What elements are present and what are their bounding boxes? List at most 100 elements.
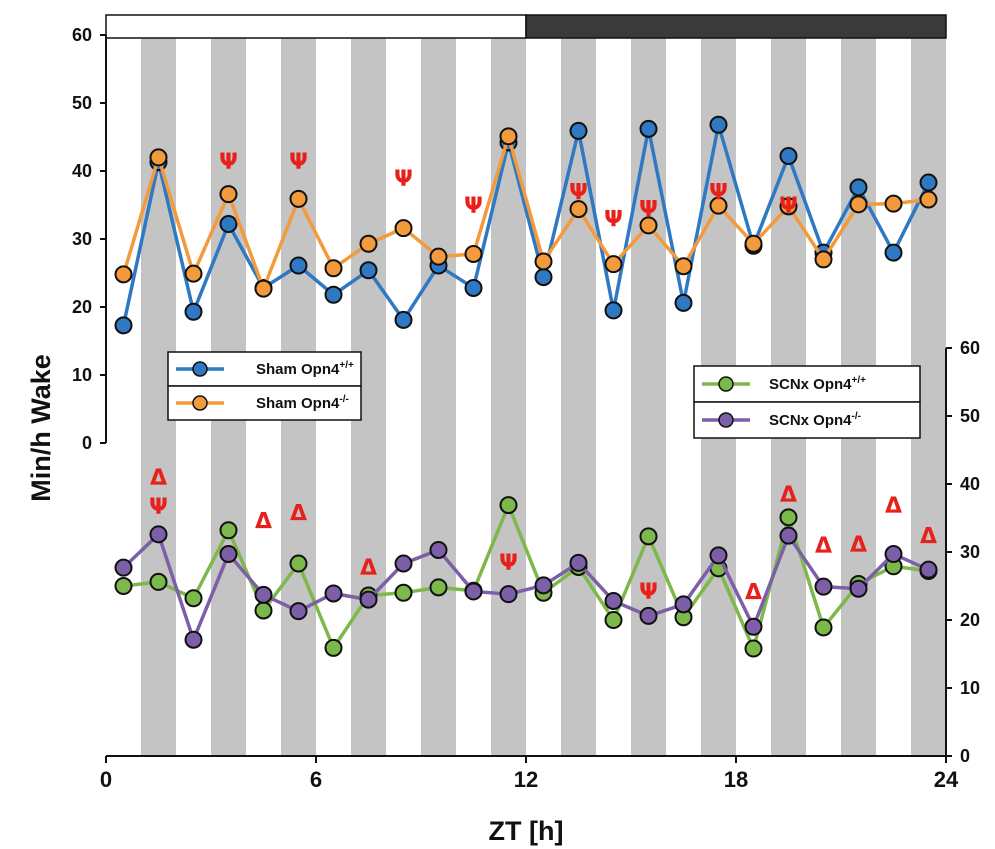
data-point	[114, 265, 133, 284]
gray-band	[631, 38, 666, 756]
significance-mark: Ψ	[464, 194, 483, 219]
significance-mark: Δ	[255, 510, 272, 535]
data-point	[779, 508, 798, 527]
data-point	[674, 595, 693, 614]
top-y-tick-label: 0	[82, 433, 92, 453]
top-y-tick-label: 30	[72, 229, 92, 249]
gray-band	[421, 38, 456, 756]
data-point	[184, 630, 203, 649]
significance-mark: Δ	[850, 533, 867, 558]
top-y-tick-label: 40	[72, 161, 92, 181]
data-point	[674, 257, 693, 276]
data-point	[639, 216, 658, 235]
data-point	[289, 554, 308, 573]
data-point	[744, 234, 763, 253]
x-tick-label: 6	[310, 767, 322, 792]
significance-mark: Ψ	[289, 150, 308, 175]
data-point	[394, 219, 413, 238]
top-y-tick-label: 20	[72, 297, 92, 317]
top-y-tick-label: 50	[72, 93, 92, 113]
data-point	[534, 252, 553, 271]
data-point	[814, 618, 833, 637]
significance-mark: Ψ	[219, 150, 238, 175]
data-point	[639, 606, 658, 625]
data-point	[884, 194, 903, 213]
data-point	[184, 589, 203, 608]
data-point	[429, 247, 448, 266]
data-point	[534, 268, 553, 287]
significance-mark: Δ	[150, 466, 167, 491]
data-point	[219, 185, 238, 204]
data-point	[499, 585, 518, 604]
bottom-y-tick-label: 40	[960, 474, 980, 494]
significance-mark: Ψ	[394, 167, 413, 192]
bottom-y-tick-label: 60	[960, 338, 980, 358]
axes: 0 10 20 30 40 50 60 0 10 20 30 40 50 60 0 6 12 18 24	[72, 25, 980, 792]
data-point	[149, 572, 168, 591]
significance-mark: Ψ	[639, 197, 658, 222]
data-point	[604, 611, 623, 629]
gray-band	[561, 38, 596, 756]
data-point	[394, 554, 413, 573]
significance-mark: Δ	[885, 494, 902, 519]
data-point	[779, 197, 798, 216]
data-point	[849, 579, 868, 598]
data-point	[149, 525, 168, 544]
x-tick-label: 12	[514, 767, 538, 792]
data-point	[394, 583, 413, 602]
data-point	[254, 601, 273, 620]
legend-bottom: SCNx Opn4+/+ SCNx Opn4-/-	[693, 365, 921, 439]
data-point	[464, 278, 483, 297]
legend-label: SCNx Opn4+/+	[769, 375, 866, 393]
data-point	[884, 243, 903, 262]
data-point	[464, 244, 483, 263]
data-point	[534, 576, 553, 595]
data-point	[779, 526, 798, 545]
x-axis-title: ZT [h]	[489, 816, 564, 846]
dark-phase-bar	[525, 14, 947, 39]
data-point	[359, 234, 378, 253]
legend-marker	[718, 412, 734, 428]
data-point	[184, 264, 203, 283]
significance-mark: Ψ	[499, 551, 518, 576]
data-point	[814, 577, 833, 596]
legend-label: Sham Opn4-/-	[256, 394, 349, 412]
bottom-y-tick-label: 20	[960, 610, 980, 630]
significance-mark: Δ	[360, 556, 377, 581]
data-point	[674, 293, 693, 312]
significance-mark: Ψ	[569, 180, 588, 205]
bottom-y-tick-label: 0	[960, 746, 970, 766]
top-y-tick-label: 10	[72, 365, 92, 385]
series-line	[121, 134, 929, 291]
significance-mark: Δ	[815, 534, 832, 559]
data-point	[709, 115, 728, 134]
data-point	[569, 200, 588, 219]
data-point	[604, 301, 623, 320]
data-point	[639, 527, 658, 546]
significance-mark: Ψ	[639, 580, 658, 605]
data-point	[324, 638, 343, 657]
bottom-y-tick-label: 50	[960, 406, 980, 426]
data-point	[184, 302, 203, 321]
data-point	[289, 189, 308, 208]
data-point	[324, 285, 343, 304]
significance-mark: Ψ	[604, 208, 623, 233]
series-scnx-opn4-	[114, 525, 938, 649]
data-point	[569, 553, 588, 572]
significance-mark: Ψ	[779, 194, 798, 219]
data-point	[219, 521, 238, 540]
legend-marker	[718, 376, 734, 392]
data-point	[254, 279, 273, 298]
data-point	[149, 148, 168, 167]
significance-mark: Ψ	[709, 180, 728, 205]
y-axis-title: Min/h Wake	[26, 354, 56, 502]
data-point	[289, 256, 308, 275]
significance-mark: Δ	[920, 525, 937, 550]
data-point	[254, 585, 273, 604]
data-point	[639, 119, 658, 138]
legend-marker	[192, 395, 208, 411]
data-point	[219, 215, 238, 234]
data-point	[429, 578, 448, 597]
significance-mark: Δ	[745, 580, 762, 605]
